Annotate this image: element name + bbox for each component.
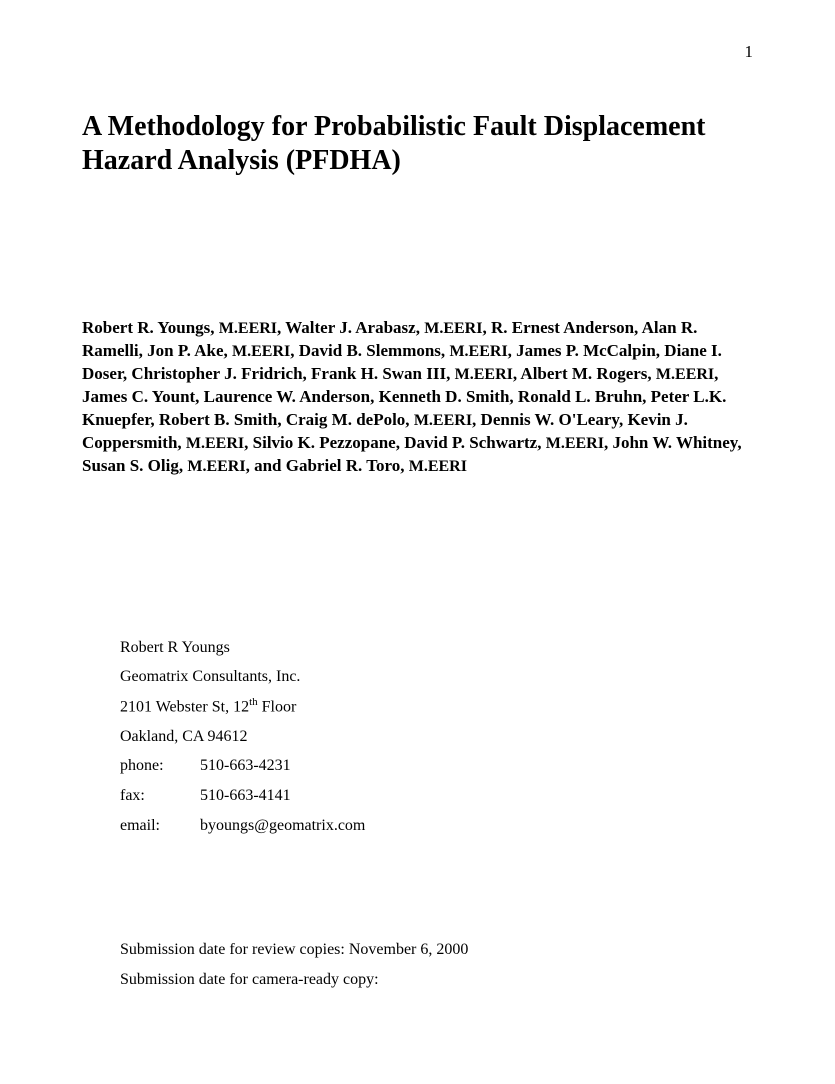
phone-value: 510-663-4231 xyxy=(200,751,291,781)
contact-company: Geomatrix Consultants, Inc. xyxy=(120,662,753,692)
contact-block: Robert R Youngs Geomatrix Consultants, I… xyxy=(120,633,753,840)
submission-review: Submission date for review copies: Novem… xyxy=(120,935,753,965)
contact-fax-row: fax: 510-663-4141 xyxy=(120,781,753,811)
document-title: A Methodology for Probabilistic Fault Di… xyxy=(82,110,753,177)
contact-address-2: Oakland, CA 94612 xyxy=(120,722,753,752)
email-value: byoungs@geomatrix.com xyxy=(200,811,365,841)
authors-list: Robert R. Youngs, M.EERI, Walter J. Arab… xyxy=(82,317,753,478)
fax-value: 510-663-4141 xyxy=(200,781,291,811)
contact-phone-row: phone: 510-663-4231 xyxy=(120,751,753,781)
email-label: email: xyxy=(120,811,200,841)
contact-address-1: 2101 Webster St, 12th Floor xyxy=(120,692,753,722)
fax-label: fax: xyxy=(120,781,200,811)
phone-label: phone: xyxy=(120,751,200,781)
submission-block: Submission date for review copies: Novem… xyxy=(120,935,753,994)
submission-camera: Submission date for camera-ready copy: xyxy=(120,965,753,995)
contact-name: Robert R Youngs xyxy=(120,633,753,663)
page-number: 1 xyxy=(745,42,754,62)
contact-email-row: email: byoungs@geomatrix.com xyxy=(120,811,753,841)
